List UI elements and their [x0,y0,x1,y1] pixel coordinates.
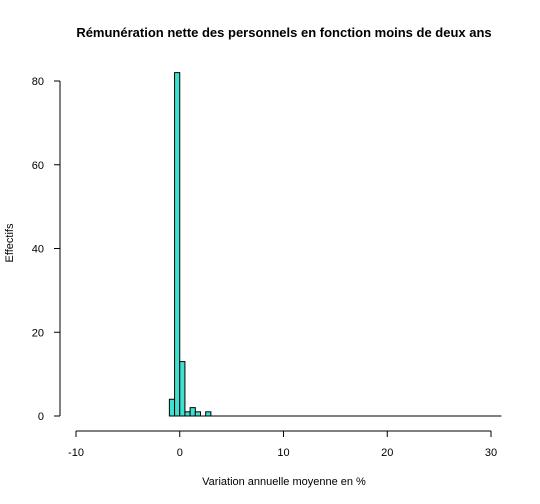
x-axis-label: Variation annuelle moyenne en % [202,476,366,488]
x-tick-label: 20 [381,447,393,459]
histogram-bar [194,411,201,417]
y-tick-label: 60 [32,160,44,172]
y-axis-label: Effectifs [4,223,16,262]
bars-group [168,72,502,417]
y-tick-label: 80 [32,76,44,88]
histogram-bar [205,411,212,417]
x-tick-label: 0 [177,447,183,459]
x-ticks-group: -10 0 10 20 30 [68,431,497,459]
histogram-bar [179,361,186,417]
x-tick-label: 10 [277,447,289,459]
histogram-bar [184,411,191,417]
x-tick-label: -10 [68,447,84,459]
x-tick-label: 30 [485,447,497,459]
histogram-bar [168,398,176,417]
histogram-bar [189,407,196,417]
histogram-bar [174,72,181,417]
y-tick-label: 20 [32,327,44,339]
chart-title: Rémunération nette des personnels en fon… [76,25,491,40]
y-tick-label: 40 [32,244,44,256]
y-tick-label: 0 [38,411,44,423]
y-ticks-group: 0 20 40 60 80 [32,76,60,423]
